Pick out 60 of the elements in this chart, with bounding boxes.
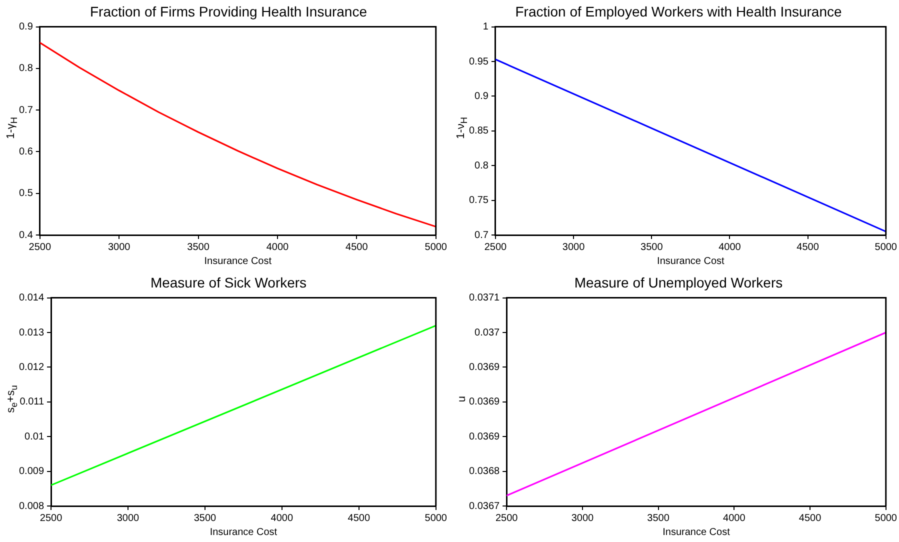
y-tick-label: 0.0369 (468, 396, 500, 408)
y-tick-label: 0.0369 (468, 431, 500, 442)
y-tick-label: 0.009 (18, 466, 44, 478)
x-tick-label: 3000 (108, 242, 131, 253)
x-axis-title: Insurance Cost (657, 256, 725, 267)
y-tick-label: 0.8 (474, 160, 489, 172)
y-tick-label: 0.4 (18, 230, 34, 241)
x-axis-title: Insurance Cost (662, 526, 730, 538)
y-tick-label: 0.014 (18, 292, 44, 304)
x-tick-label: 5000 (874, 512, 898, 524)
x-tick-label: 4000 (718, 242, 742, 253)
y-tick-label: 0.037 (474, 327, 500, 338)
chart-title: Fraction of Firms Providing Health Insurance (90, 3, 368, 20)
x-tick-label: 4000 (723, 512, 746, 524)
x-axis-title: Insurance Cost (204, 256, 272, 267)
y-tick-label: 0.7 (474, 230, 489, 241)
y-tick-label: 0.5 (18, 188, 34, 200)
y-tick-label: 1 (482, 22, 489, 33)
y-tick-label: 0.0367 (468, 500, 500, 512)
y-tick-label: 0.95 (468, 56, 489, 68)
x-tick-label: 4000 (266, 242, 290, 253)
x-tick-label: 2500 (28, 242, 52, 253)
y-tick-label: 0.9 (18, 22, 34, 33)
x-tick-label: 2500 (40, 512, 63, 524)
x-tick-label: 3000 (562, 242, 586, 253)
y-tick-label: 0.75 (468, 195, 489, 206)
y-tick-label: 0.008 (18, 500, 44, 512)
x-tick-label: 4000 (270, 512, 294, 524)
chart-title: Fraction of Employed Workers with Health Insurance (515, 3, 842, 20)
x-tick-label: 5000 (424, 242, 448, 253)
y-tick-label: 0.0368 (468, 466, 500, 478)
y-tick-label: 0.7 (18, 104, 34, 116)
x-tick-label: 3500 (647, 512, 670, 524)
x-tick-label: 4500 (796, 242, 820, 253)
y-tick-label: 0.8 (18, 63, 34, 74)
x-tick-label: 4500 (348, 512, 370, 524)
x-tick-label: 2500 (495, 512, 518, 524)
x-tick-label: 5000 (874, 242, 898, 253)
y-tick-label: 0.0371 (468, 292, 500, 304)
x-tick-label: 4500 (798, 512, 822, 524)
chart-title: Measure of Unemployed Workers (574, 274, 783, 290)
y-tick-label: 0.6 (18, 146, 34, 158)
x-tick-label: 5000 (424, 512, 448, 524)
x-tick-label: 4500 (346, 242, 368, 253)
x-tick-label: 3500 (194, 512, 217, 524)
chart-title: Measure of Sick Workers (150, 274, 307, 290)
y-tick-label: 0.011 (20, 396, 44, 408)
y-tick-label: 0.013 (18, 327, 44, 338)
y-tick-label: 0.85 (468, 126, 489, 137)
x-tick-label: 3500 (187, 242, 210, 253)
y-tick-label: 0.0369 (468, 362, 500, 373)
y-tick-label: 0.012 (18, 362, 44, 373)
x-tick-label: 3000 (116, 512, 140, 524)
y-tick-label: 0.9 (474, 90, 489, 102)
y-axis-title: u (456, 396, 468, 402)
y-tick-label: 0.01 (24, 431, 44, 442)
x-tick-label: 3000 (571, 512, 594, 524)
x-tick-label: 2500 (484, 242, 508, 253)
x-tick-label: 3500 (640, 242, 664, 253)
x-axis-title: Insurance Cost (210, 526, 278, 538)
